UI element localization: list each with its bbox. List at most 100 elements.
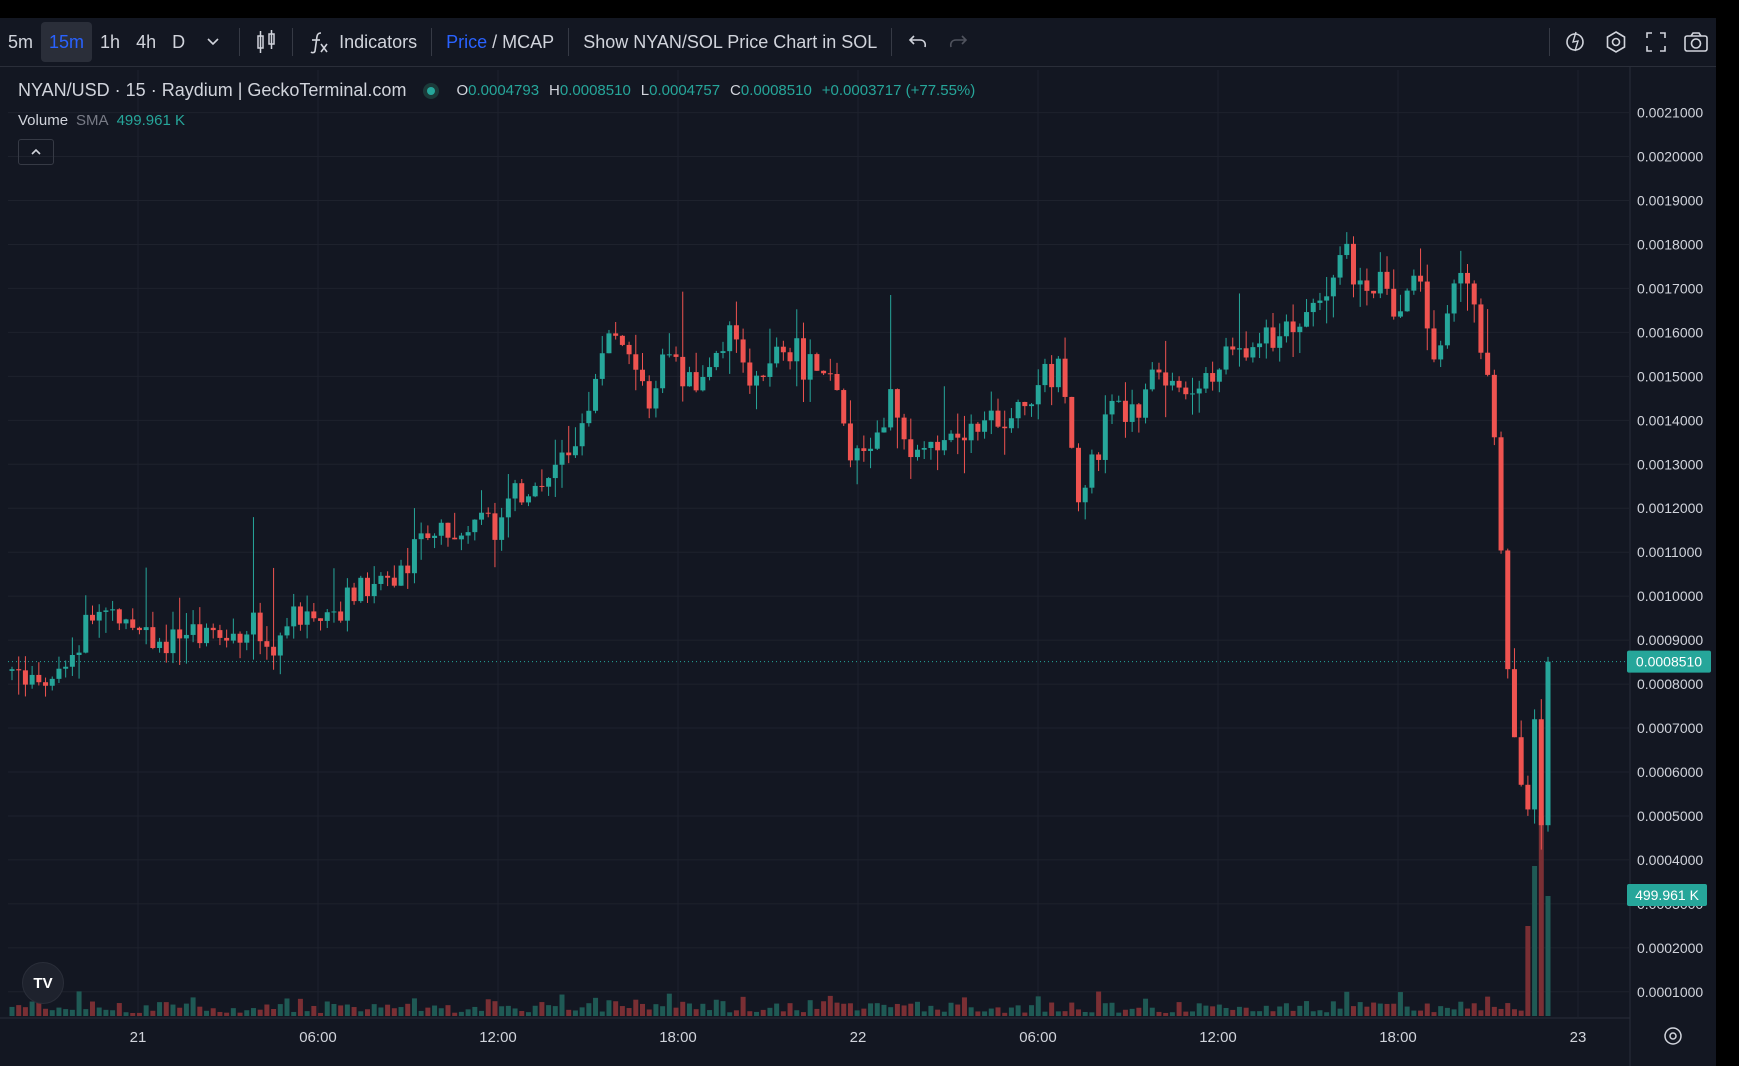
volume-bar <box>928 1005 934 1016</box>
volume-bar <box>103 1009 109 1016</box>
interval-d[interactable]: D <box>172 31 186 52</box>
redo-icon[interactable] <box>938 22 978 62</box>
mcap-option[interactable]: MCAP <box>502 31 555 52</box>
candle-body <box>1364 280 1370 291</box>
volume-bar <box>1532 866 1538 1016</box>
price-option[interactable]: Price <box>446 31 488 52</box>
x-tick-label: 06:00 <box>299 1029 337 1046</box>
candle-body <box>1109 400 1115 415</box>
volume-bar <box>284 998 290 1016</box>
candle-body <box>277 635 283 656</box>
camera-icon[interactable] <box>1676 22 1716 62</box>
volume-bar <box>1062 1011 1068 1016</box>
volume-bar <box>1243 1007 1249 1016</box>
sma-label: SMA <box>76 112 109 129</box>
indicators-button[interactable]: Indicators <box>299 22 425 62</box>
quick-search-icon[interactable] <box>1556 22 1596 62</box>
candle-body <box>1176 380 1182 388</box>
axis-settings-gear-icon[interactable] <box>1664 1027 1682 1045</box>
undo-icon[interactable] <box>898 22 938 62</box>
interval-15m[interactable]: 15m <box>41 22 93 62</box>
candle-body <box>767 363 773 377</box>
volume-bar <box>1324 1012 1330 1016</box>
volume-bar <box>1444 1007 1450 1016</box>
interval-4h[interactable]: 4h <box>136 31 157 52</box>
y-tick-label: 0.0010000 <box>1637 588 1703 604</box>
volume-bar <box>599 1011 605 1016</box>
candle-body <box>740 339 746 363</box>
collapse-legend-button[interactable] <box>18 139 54 165</box>
volume-bar <box>888 1007 894 1016</box>
chart-pane[interactable]: 0.0021000 0.0020000 0.0019000 0.0018000 0.00… <box>0 67 1716 1066</box>
volume-bar <box>1116 1012 1122 1016</box>
volume-bar <box>425 1007 431 1016</box>
volume-bar <box>774 1003 780 1016</box>
volume-label[interactable]: Volume <box>18 112 69 129</box>
candle-body <box>539 485 545 487</box>
price-mcap-toggle[interactable]: Price / MCAP <box>438 22 562 62</box>
candle-body <box>1122 400 1128 422</box>
candle-body <box>814 354 820 371</box>
candle-body <box>358 577 364 602</box>
volume-bar <box>177 1007 183 1016</box>
volume-bar <box>230 1008 236 1016</box>
candle-body <box>1075 447 1081 503</box>
candle-body <box>163 641 169 654</box>
candle-body <box>1190 393 1196 395</box>
candle-body <box>136 627 142 631</box>
candle-body <box>1243 348 1249 358</box>
candle-body <box>438 522 444 536</box>
symbol-title[interactable]: NYAN/USD · 15 · Raydium | GeckoTerminal.… <box>18 80 407 100</box>
volume-bar <box>304 1011 310 1016</box>
price-change: +0.0003717 (+77.55%) <box>821 82 976 99</box>
candle-body <box>747 362 753 386</box>
volume-bar <box>1337 1008 1343 1016</box>
window-right-edge <box>1716 18 1739 1066</box>
candlestick-icon[interactable] <box>246 22 286 62</box>
candle-body <box>22 670 28 685</box>
candle-body <box>982 420 988 432</box>
candle-body <box>1304 312 1310 327</box>
volume-bar <box>465 1009 471 1016</box>
price-chart[interactable]: 0.0021000 0.0020000 0.0019000 0.0018000 0.00… <box>0 67 1716 1066</box>
volume-bar <box>707 1010 713 1016</box>
volume-bar <box>841 1003 847 1016</box>
candle-body <box>63 666 69 669</box>
volume-bar <box>1277 1006 1283 1016</box>
candle-body <box>364 577 370 597</box>
volume-bar <box>1451 1009 1457 1016</box>
tradingview-logo[interactable]: TV <box>22 962 64 1004</box>
candle-body <box>291 606 297 627</box>
candle-body <box>1082 487 1088 503</box>
x-tick-label: 18:00 <box>1379 1029 1417 1046</box>
volume-bar <box>1438 1006 1444 1016</box>
fullscreen-icon[interactable] <box>1636 22 1676 62</box>
candle-body <box>271 646 277 656</box>
candle-body <box>707 367 713 377</box>
candle-body <box>425 533 431 538</box>
candle-body <box>975 423 981 432</box>
volume-bar <box>1404 1006 1410 1016</box>
volume-bar <box>136 1012 142 1016</box>
interval-1h[interactable]: 1h <box>100 31 121 52</box>
settings-gear-icon[interactable] <box>1596 22 1636 62</box>
volume-bar <box>666 993 672 1016</box>
open-label: O <box>456 82 469 99</box>
chevron-down-icon[interactable] <box>193 22 233 62</box>
volume-bar <box>955 1004 961 1016</box>
volume-bar <box>660 1006 666 1016</box>
candle-body <box>1532 719 1538 810</box>
candle-body <box>465 532 471 536</box>
candle-body <box>1156 369 1162 373</box>
sol-chart-toggle[interactable]: Show NYAN/SOL Price Chart in SOL <box>583 31 878 52</box>
candle-body <box>713 352 719 368</box>
volume-bar <box>861 1008 867 1016</box>
interval-5m[interactable]: 5m <box>8 31 34 52</box>
volume-bar <box>1525 926 1531 1016</box>
volume-bar <box>277 1004 283 1016</box>
volume-bar <box>1122 1009 1128 1016</box>
candle-body <box>1062 358 1068 397</box>
candle-body <box>633 354 639 370</box>
candle-body <box>660 354 666 389</box>
toolbar-divider <box>891 28 893 56</box>
